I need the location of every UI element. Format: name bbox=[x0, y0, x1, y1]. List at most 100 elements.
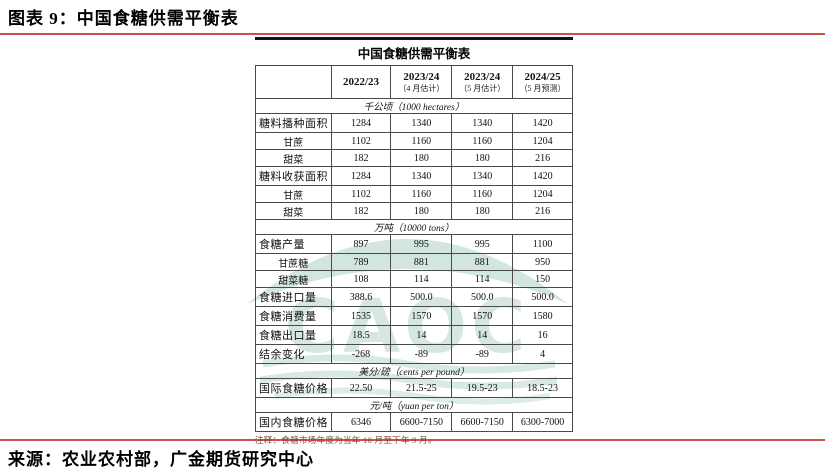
row-label-cell: 食糖出口量 bbox=[255, 325, 332, 345]
value-cell: 1420 bbox=[512, 166, 573, 186]
row-label-cell: 甘蔗 bbox=[255, 185, 332, 203]
row-label-cell: 结余变化 bbox=[255, 344, 332, 364]
value-cell: 180 bbox=[390, 202, 453, 220]
value-cell: 500.0 bbox=[451, 287, 514, 307]
table-top-rule bbox=[255, 37, 573, 40]
row-label-cell: 甜菜 bbox=[255, 149, 332, 167]
row-label-cell: 食糖消费量 bbox=[255, 306, 332, 326]
value-cell: 1420 bbox=[512, 113, 573, 133]
value-cell: 881 bbox=[390, 253, 453, 271]
balance-table: 2022/23 2023/24 （4 月估计） 2023/24 （5 月估计） 2024/… bbox=[255, 65, 573, 432]
table-row: 食糖进口量 388.6 500.0 500.0 500.0 bbox=[255, 287, 573, 307]
value-cell: 1102 bbox=[330, 132, 392, 150]
value-cell: 388.6 bbox=[330, 287, 392, 307]
value-cell: 6300-7000 bbox=[512, 412, 573, 432]
value-cell: 1160 bbox=[390, 185, 453, 203]
unit-section-label: 千公顷（1000 hectares） bbox=[255, 98, 573, 114]
value-cell: 1340 bbox=[390, 166, 453, 186]
header-year-label: 2023/24 bbox=[464, 70, 501, 83]
row-label-cell: 食糖进口量 bbox=[255, 287, 332, 307]
unit-section-row: 元/吨（yuan per ton） bbox=[255, 397, 573, 413]
value-cell: 1204 bbox=[512, 185, 573, 203]
value-cell: 500.0 bbox=[390, 287, 453, 307]
value-cell: 216 bbox=[512, 202, 573, 220]
row-label-cell: 甜菜 bbox=[255, 202, 332, 220]
value-cell: 108 bbox=[330, 270, 392, 288]
row-label-cell: 国内食糖价格 bbox=[255, 412, 332, 432]
value-cell: 180 bbox=[390, 149, 453, 167]
value-cell: 789 bbox=[330, 253, 392, 271]
value-cell: 22.50 bbox=[330, 378, 392, 398]
value-cell: 1570 bbox=[390, 306, 453, 326]
table-row: 食糖消费量 1535 1570 1570 1580 bbox=[255, 306, 573, 326]
row-label-cell: 国际食糖价格 bbox=[255, 378, 332, 398]
value-cell: 16 bbox=[512, 325, 573, 345]
value-cell: 1340 bbox=[451, 113, 514, 133]
row-label-cell: 糖料播种面积 bbox=[255, 113, 332, 133]
top-divider-line bbox=[0, 33, 825, 35]
value-cell: 1535 bbox=[330, 306, 392, 326]
unit-section-row: 美分/磅（cents per pound） bbox=[255, 363, 573, 379]
value-cell: 995 bbox=[451, 234, 514, 254]
value-cell: 6600-7150 bbox=[451, 412, 514, 432]
value-cell: 1340 bbox=[390, 113, 453, 133]
header-cell-year: 2024/25 （5 月预测） bbox=[512, 65, 573, 99]
table-row: 甘蔗糖 789 881 881 950 bbox=[255, 253, 573, 271]
header-cell-year: 2022/23 bbox=[330, 65, 392, 99]
unit-section-label: 美分/磅（cents per pound） bbox=[255, 363, 573, 379]
value-cell: 180 bbox=[451, 202, 514, 220]
table-row: 甜菜 182 180 180 216 bbox=[255, 149, 573, 167]
header-row: 2022/23 2023/24 （4 月估计） 2023/24 （5 月估计） 2024/… bbox=[255, 65, 573, 99]
unit-section-row: 千公顷（1000 hectares） bbox=[255, 98, 573, 114]
value-cell: 21.5-25 bbox=[390, 378, 453, 398]
header-year-label: 2022/23 bbox=[342, 75, 380, 88]
table-row: 国际食糖价格 22.50 21.5-25 19.5-23 18.5-23 bbox=[255, 378, 573, 398]
balance-table-block: 中国食糖供需平衡表 2022/23 2023/24 （4 月估计） 2023/24 （5… bbox=[255, 37, 573, 446]
value-cell: 1284 bbox=[330, 166, 392, 186]
header-year-label: 2024/25 bbox=[524, 70, 561, 83]
value-cell: 995 bbox=[390, 234, 453, 254]
table-row: 甘蔗 1102 1160 1160 1204 bbox=[255, 185, 573, 203]
bottom-divider-line bbox=[0, 439, 825, 441]
value-cell: 114 bbox=[451, 270, 514, 288]
value-cell: 14 bbox=[390, 325, 453, 345]
value-cell: 1102 bbox=[330, 185, 392, 203]
value-cell: 1160 bbox=[390, 132, 453, 150]
source-line: 来源：农业农村部，广金期货研究中心 bbox=[8, 450, 314, 469]
value-cell: 182 bbox=[330, 149, 392, 167]
value-cell: -89 bbox=[451, 344, 514, 364]
value-cell: 1160 bbox=[451, 132, 514, 150]
value-cell: 180 bbox=[451, 149, 514, 167]
value-cell: 897 bbox=[330, 234, 392, 254]
table-row: 甘蔗 1102 1160 1160 1204 bbox=[255, 132, 573, 150]
unit-section-label: 万吨（10000 tons） bbox=[255, 219, 573, 235]
table-title: 中国食糖供需平衡表 bbox=[357, 46, 471, 61]
value-cell: 150 bbox=[512, 270, 573, 288]
row-label-cell: 甜菜糖 bbox=[255, 270, 332, 288]
table-row: 甜菜 182 180 180 216 bbox=[255, 202, 573, 220]
value-cell: 950 bbox=[512, 253, 573, 271]
header-estimate-label: （5 月估计） bbox=[459, 83, 506, 93]
header-cell-blank bbox=[255, 65, 332, 99]
unit-section-label: 元/吨（yuan per ton） bbox=[255, 397, 573, 413]
value-cell: 1100 bbox=[512, 234, 573, 254]
value-cell: 500.0 bbox=[512, 287, 573, 307]
table-row: 结余变化 -268 -89 -89 4 bbox=[255, 344, 573, 364]
value-cell: 1284 bbox=[330, 113, 392, 133]
header-year-label: 2023/24 bbox=[403, 70, 440, 83]
value-cell: 4 bbox=[512, 344, 573, 364]
table-row: 食糖产量 897 995 995 1100 bbox=[255, 234, 573, 254]
table-row: 糖料播种面积 1284 1340 1340 1420 bbox=[255, 113, 573, 133]
value-cell: 1580 bbox=[512, 306, 573, 326]
value-cell: 1160 bbox=[451, 185, 514, 203]
header-cell-year: 2023/24 （5 月估计） bbox=[451, 65, 514, 99]
value-cell: 18.5-23 bbox=[512, 378, 573, 398]
table-row: 糖料收获面积 1284 1340 1340 1420 bbox=[255, 166, 573, 186]
header-estimate-label: （5 月预测） bbox=[519, 83, 566, 93]
unit-section-row: 万吨（10000 tons） bbox=[255, 219, 573, 235]
row-label-cell: 甘蔗 bbox=[255, 132, 332, 150]
table-row: 食糖出口量 18.5 14 14 16 bbox=[255, 325, 573, 345]
table-row: 国内食糖价格 6346 6600-7150 6600-7150 6300-7000 bbox=[255, 412, 573, 432]
value-cell: 14 bbox=[451, 325, 514, 345]
